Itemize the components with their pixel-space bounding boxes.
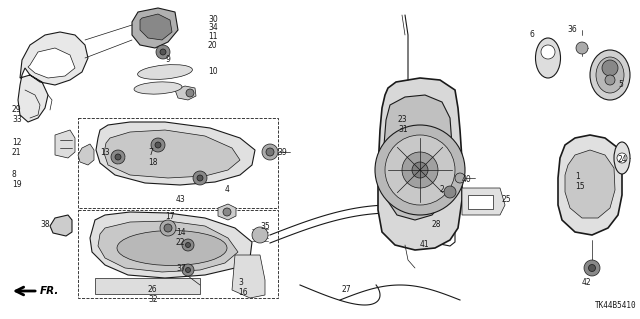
Ellipse shape [614,142,630,174]
Polygon shape [98,221,238,272]
Circle shape [155,142,161,148]
Polygon shape [78,144,94,165]
Text: TK44B5410: TK44B5410 [595,301,637,310]
Circle shape [412,162,428,178]
Circle shape [223,208,231,216]
Text: 11: 11 [208,32,218,41]
Circle shape [455,173,465,183]
Text: 29
33: 29 33 [12,105,22,124]
Circle shape [193,171,207,185]
Ellipse shape [596,57,624,93]
Polygon shape [90,212,252,278]
Text: 40: 40 [462,175,472,184]
Polygon shape [50,215,72,236]
Bar [78,210,278,298]
Bar [468,195,493,209]
Text: 9: 9 [165,55,170,64]
Bar [95,278,200,294]
Circle shape [402,152,438,188]
Text: 10: 10 [208,67,218,76]
Circle shape [617,153,627,163]
Circle shape [186,268,191,272]
Text: 43: 43 [176,195,186,204]
Text: 26
32: 26 32 [148,285,157,304]
Circle shape [584,260,600,276]
Text: 41: 41 [420,240,429,249]
Text: 1
15: 1 15 [575,172,584,191]
Bar [78,118,278,208]
Circle shape [262,144,278,160]
Bar [544,57,552,69]
Text: 35: 35 [260,222,269,231]
Text: 8
19: 8 19 [12,170,22,189]
Polygon shape [104,130,240,178]
Text: 5: 5 [618,80,623,89]
Text: 17: 17 [165,212,175,221]
Circle shape [197,175,203,181]
Text: 7
18: 7 18 [148,148,157,167]
Circle shape [160,49,166,55]
Polygon shape [96,122,255,185]
Text: 12
21: 12 21 [12,138,22,157]
Text: 2: 2 [440,185,445,194]
Text: 13: 13 [100,148,109,157]
Circle shape [541,45,555,59]
Text: 38: 38 [40,220,50,229]
Circle shape [186,89,194,97]
Circle shape [160,220,176,236]
Text: FR.: FR. [40,286,60,296]
Text: 14
22: 14 22 [176,228,186,248]
Text: 24: 24 [618,155,628,164]
Circle shape [164,224,172,232]
Text: 6: 6 [530,30,535,39]
Polygon shape [384,95,452,220]
Circle shape [182,239,194,251]
Polygon shape [378,78,462,250]
Text: 39: 39 [277,148,287,157]
Circle shape [375,125,465,215]
Polygon shape [28,48,75,78]
Circle shape [156,45,170,59]
Circle shape [111,150,125,164]
Ellipse shape [134,82,182,94]
Text: 20: 20 [208,41,218,50]
Ellipse shape [536,38,561,78]
Circle shape [186,242,191,248]
Circle shape [151,138,165,152]
Circle shape [182,264,194,276]
Polygon shape [175,86,196,100]
Circle shape [576,42,588,54]
Text: 3
16: 3 16 [238,278,248,297]
Circle shape [444,186,456,198]
Polygon shape [140,14,172,40]
Text: 23
31: 23 31 [398,115,408,134]
Text: 37: 37 [176,264,186,273]
Circle shape [252,227,268,243]
Polygon shape [558,135,622,235]
Circle shape [115,154,121,160]
Polygon shape [18,32,88,122]
Circle shape [266,148,274,156]
Text: 4: 4 [225,185,230,194]
Ellipse shape [138,65,193,79]
Circle shape [589,264,595,271]
Polygon shape [565,150,615,218]
Text: 30: 30 [208,15,218,24]
Polygon shape [462,188,505,215]
Text: 27: 27 [342,285,351,294]
Circle shape [602,60,618,76]
Text: 34: 34 [208,23,218,32]
Polygon shape [132,8,178,48]
Text: 42: 42 [582,278,591,287]
Polygon shape [232,255,265,298]
Ellipse shape [590,50,630,100]
Circle shape [605,75,615,85]
Text: 36: 36 [567,25,577,34]
Circle shape [385,135,455,205]
Polygon shape [218,204,236,220]
Polygon shape [55,130,75,158]
Text: 28: 28 [432,220,442,229]
Ellipse shape [117,231,227,265]
Text: 25: 25 [502,195,511,204]
